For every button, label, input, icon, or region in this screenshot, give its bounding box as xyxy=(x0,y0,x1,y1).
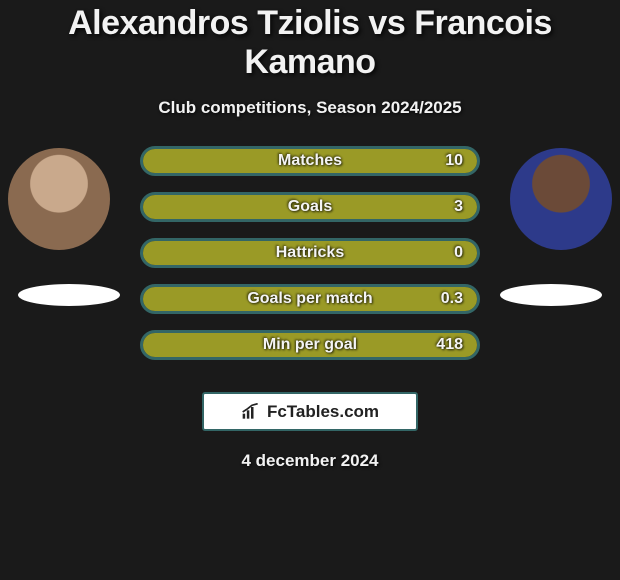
page-title: Alexandros Tziolis vs Francois Kamano xyxy=(0,4,620,82)
comparison-body: Matches 10 Goals 3 Hattricks 0 Goals per… xyxy=(0,146,620,386)
stat-bar: Min per goal 418 xyxy=(140,330,480,360)
stat-label: Goals per match xyxy=(143,290,477,308)
subtitle: Club competitions, Season 2024/2025 xyxy=(0,98,620,118)
player-right-club-badge xyxy=(500,284,602,306)
stat-value: 418 xyxy=(436,336,463,354)
player-left-club-badge xyxy=(18,284,120,306)
stat-bar: Matches 10 xyxy=(140,146,480,176)
stat-bar: Goals per match 0.3 xyxy=(140,284,480,314)
stat-value: 0.3 xyxy=(441,290,463,308)
brand-link[interactable]: FcTables.com xyxy=(202,392,418,431)
stat-label: Hattricks xyxy=(143,244,477,262)
player-right-avatar[interactable] xyxy=(510,148,612,250)
comparison-card: Alexandros Tziolis vs Francois Kamano Cl… xyxy=(0,0,620,471)
stat-value: 10 xyxy=(445,152,463,170)
chart-icon xyxy=(241,403,261,421)
player-left-avatar[interactable] xyxy=(8,148,110,250)
stat-label: Min per goal xyxy=(143,336,477,354)
stat-bars: Matches 10 Goals 3 Hattricks 0 Goals per… xyxy=(140,146,480,376)
brand-text: FcTables.com xyxy=(267,402,379,422)
stat-label: Goals xyxy=(143,198,477,216)
snapshot-date: 4 december 2024 xyxy=(0,451,620,471)
stat-value: 3 xyxy=(454,198,463,216)
stat-value: 0 xyxy=(454,244,463,262)
stat-bar: Goals 3 xyxy=(140,192,480,222)
stat-label: Matches xyxy=(143,152,477,170)
stat-bar: Hattricks 0 xyxy=(140,238,480,268)
